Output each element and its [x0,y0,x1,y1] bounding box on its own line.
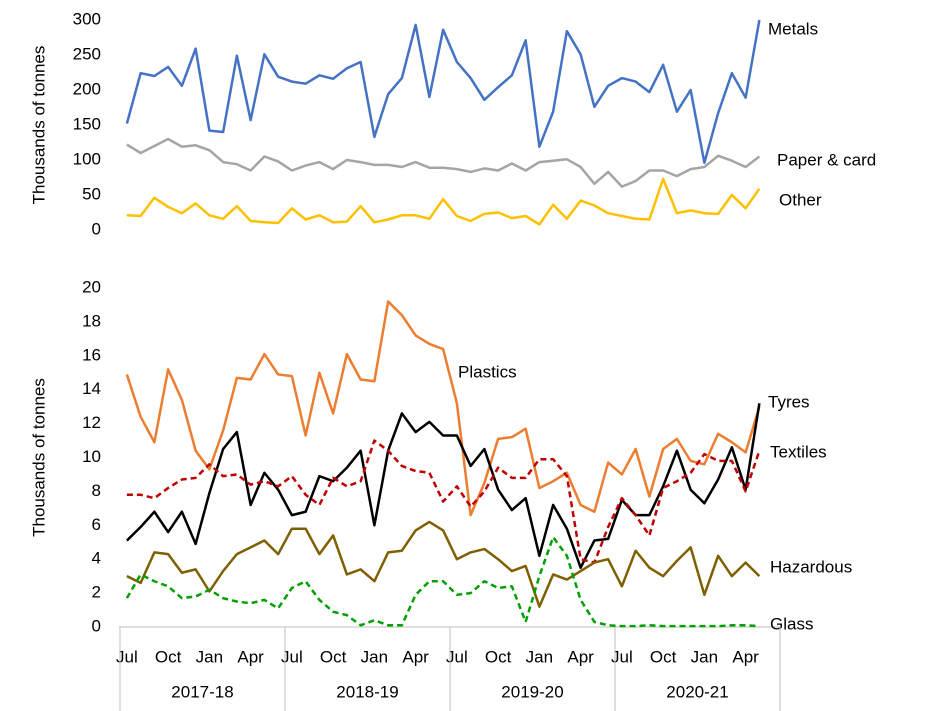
x-tick-label: Jul [446,647,468,666]
series-label: Tyres [768,392,810,411]
x-tick-label: Jan [526,647,553,666]
series-label: Textiles [770,442,827,461]
series-line [126,137,761,188]
y-tick-label: 16 [82,345,101,364]
x-tick-label: Jul [281,647,303,666]
x-tick-label: Oct [320,647,347,666]
series-label: Hazardous [770,557,852,576]
series-label: Other [779,190,822,209]
y-tick-label: 6 [92,515,101,534]
series-line [126,520,761,608]
x-tick-label: Jan [196,647,223,666]
series-label: Metals [768,19,818,38]
x-tick-label: Oct [155,647,182,666]
y-tick-label: 10 [82,447,101,466]
series-line [125,19,761,165]
y-tick-label: 12 [82,413,101,432]
x-tick-label: Apr [567,647,594,666]
x-tick-label: Oct [485,647,512,666]
y-axis-title: Thousands of tonnes [29,378,48,537]
y-tick-label: 250 [73,44,101,63]
y-tick-label: 0 [92,219,101,238]
series-label: Glass [770,614,813,633]
x-group-label: 2017-18 [171,682,233,701]
y-tick-label: 0 [92,616,101,635]
y-tick-label: 2 [92,583,101,602]
x-tick-label: Apr [732,647,759,666]
series-label: Paper & card [777,150,876,169]
y-tick-label: 14 [82,379,101,398]
series-line [126,403,761,569]
x-group-label: 2018-19 [336,682,398,701]
series-line [126,439,761,564]
x-tick-label: Jul [611,647,633,666]
y-tick-label: 4 [92,549,101,568]
x-tick-label: Jul [116,647,138,666]
y-tick-label: 200 [73,79,101,98]
x-group-label: 2020-21 [666,682,728,701]
x-tick-label: Jan [361,647,388,666]
series-line [125,535,760,628]
y-axis-title: Thousands of tonnes [29,46,48,205]
x-tick-label: Jan [691,647,718,666]
x-group-label: 2019-20 [501,682,563,701]
y-tick-label: 20 [82,277,101,296]
y-tick-label: 8 [92,481,101,500]
series-line [126,177,761,226]
y-tick-label: 150 [73,114,101,133]
x-tick-label: Oct [650,647,677,666]
series-line [125,300,761,517]
x-tick-label: Apr [237,647,264,666]
y-tick-label: 300 [73,9,101,28]
y-tick-label: 18 [82,311,101,330]
y-tick-label: 50 [82,184,101,203]
x-tick-label: Apr [402,647,429,666]
series-label: Plastics [458,362,517,381]
y-tick-label: 100 [73,149,101,168]
